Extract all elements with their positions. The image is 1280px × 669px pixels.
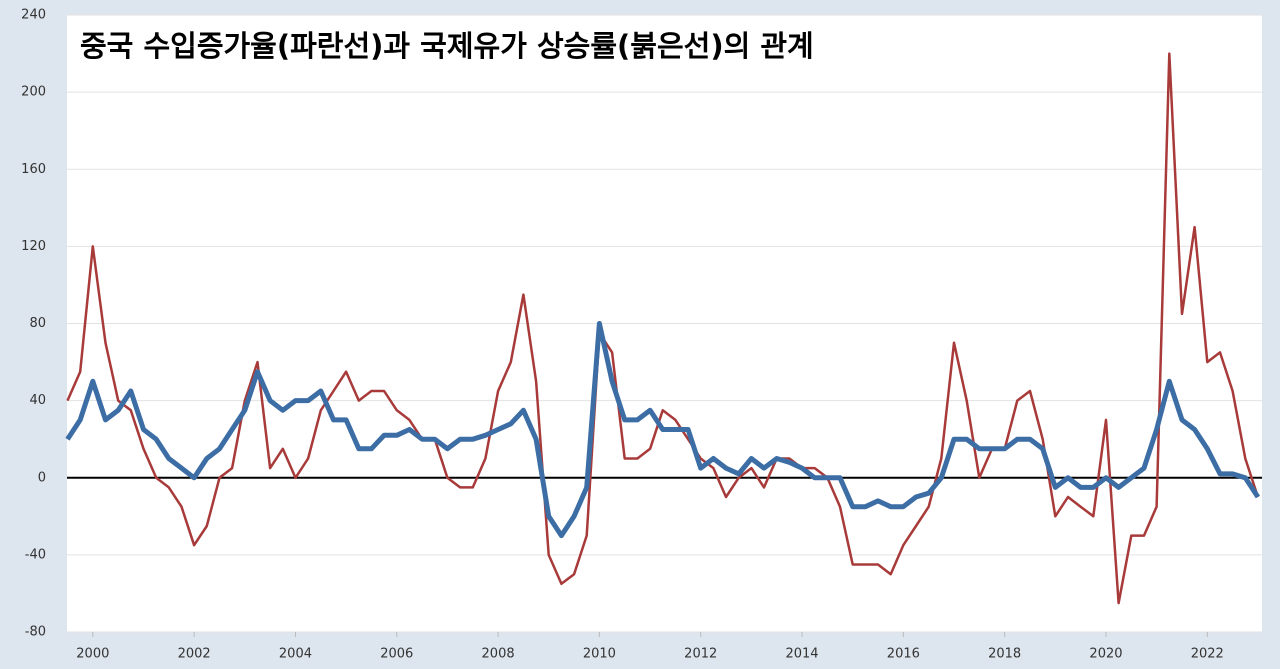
y-tick-label: 200 [21, 85, 46, 100]
chart-title: 중국 수입증가율(파란선)과 국제유가 상승률(붉은선)의 관계 [80, 29, 814, 63]
data-line [65, 321, 1260, 539]
x-tick-label: 2004 [279, 647, 312, 662]
lines [65, 52, 1262, 605]
y-tick-label: 40 [29, 393, 46, 408]
y-tick-label: -40 [25, 547, 46, 562]
y-tick-label: 80 [29, 316, 46, 331]
y-tick-label: 0 [38, 470, 46, 485]
x-tick-label: 2008 [482, 647, 515, 662]
x-tick-label: 2016 [887, 647, 920, 662]
data-line [66, 52, 1260, 605]
x-tick-label: 2022 [1191, 647, 1224, 662]
x-tick-label: 2014 [785, 647, 818, 662]
x-tick-label: 2012 [684, 647, 717, 662]
x-tick-label: 2010 [583, 647, 616, 662]
y-tick-label: 160 [21, 162, 46, 177]
x-tick-label: 2000 [76, 647, 109, 662]
x-tick-label: 2006 [380, 647, 413, 662]
x-tick-label: 2002 [178, 647, 211, 662]
y-tick-label: 240 [21, 8, 46, 23]
x-tick-label: 2018 [988, 647, 1021, 662]
y-tick-label: 120 [21, 239, 46, 254]
y-tick-label: -80 [25, 625, 46, 640]
x-tick-label: 2020 [1089, 647, 1122, 662]
